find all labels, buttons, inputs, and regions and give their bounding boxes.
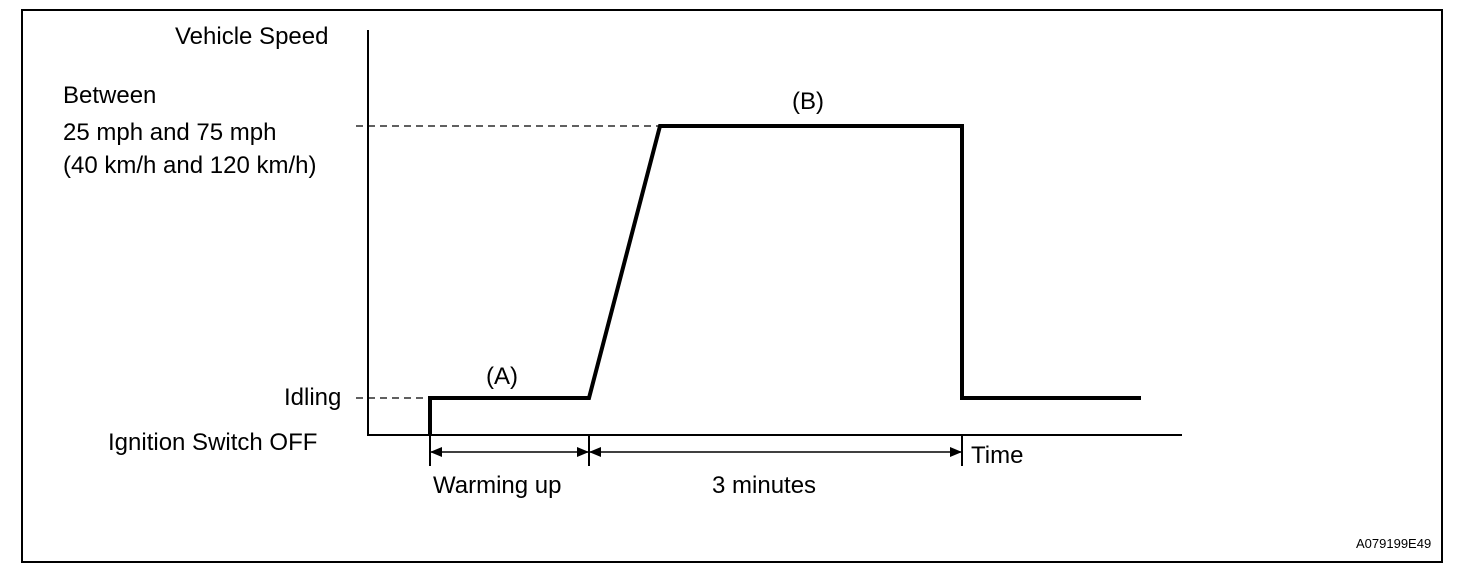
time-axis-label: Time <box>971 442 1024 469</box>
three-minutes-label: 3 minutes <box>712 472 817 499</box>
diagram-frame <box>21 9 1443 563</box>
warming-up-label: Warming up <box>433 472 562 499</box>
speed-profile-line <box>428 124 1141 436</box>
ignition-switch-off-label: Ignition Switch OFF <box>108 429 318 456</box>
speed-range-line-2: 25 mph and 75 mph <box>63 119 277 146</box>
idling-label: Idling <box>284 384 342 411</box>
vehicle-speed-label: Vehicle Speed <box>175 23 329 50</box>
speed-range-line-1: Between <box>63 82 157 109</box>
phase-a-label: (A) <box>486 363 518 390</box>
phase-b-label: (B) <box>792 88 824 115</box>
figure-code: A079199E49 <box>1356 536 1432 551</box>
speed-range-line-3: (40 km/h and 120 km/h) <box>63 152 317 179</box>
